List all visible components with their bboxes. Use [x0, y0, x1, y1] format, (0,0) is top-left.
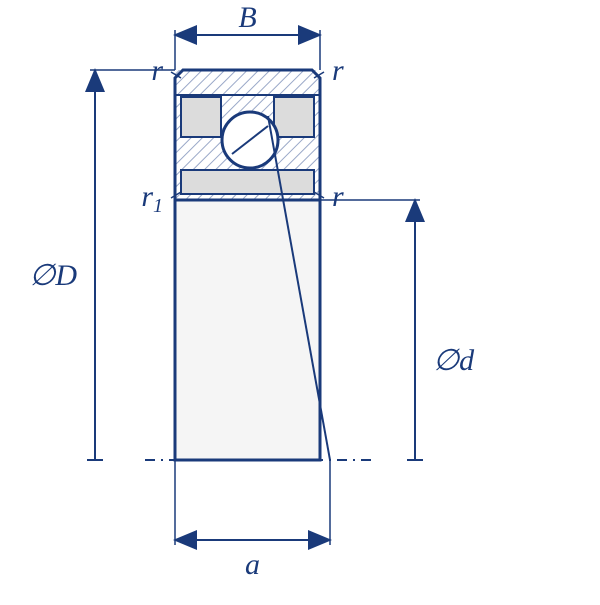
label-B: B: [238, 1, 256, 34]
label-r1-sub: 1: [153, 195, 163, 217]
label-D: ∅D: [29, 259, 77, 292]
left-shoulder: [181, 97, 221, 137]
label-r_mid_right: r: [332, 180, 344, 213]
label-d: ∅d: [433, 344, 475, 377]
shaft-body: [175, 200, 320, 460]
label-r_top_right: r: [332, 54, 344, 87]
inner-ring: [181, 170, 314, 194]
label-a: a: [245, 548, 260, 581]
label-r1: r1: [141, 180, 163, 217]
label-r_top_left: r: [151, 54, 163, 87]
right-shoulder: [274, 97, 314, 137]
